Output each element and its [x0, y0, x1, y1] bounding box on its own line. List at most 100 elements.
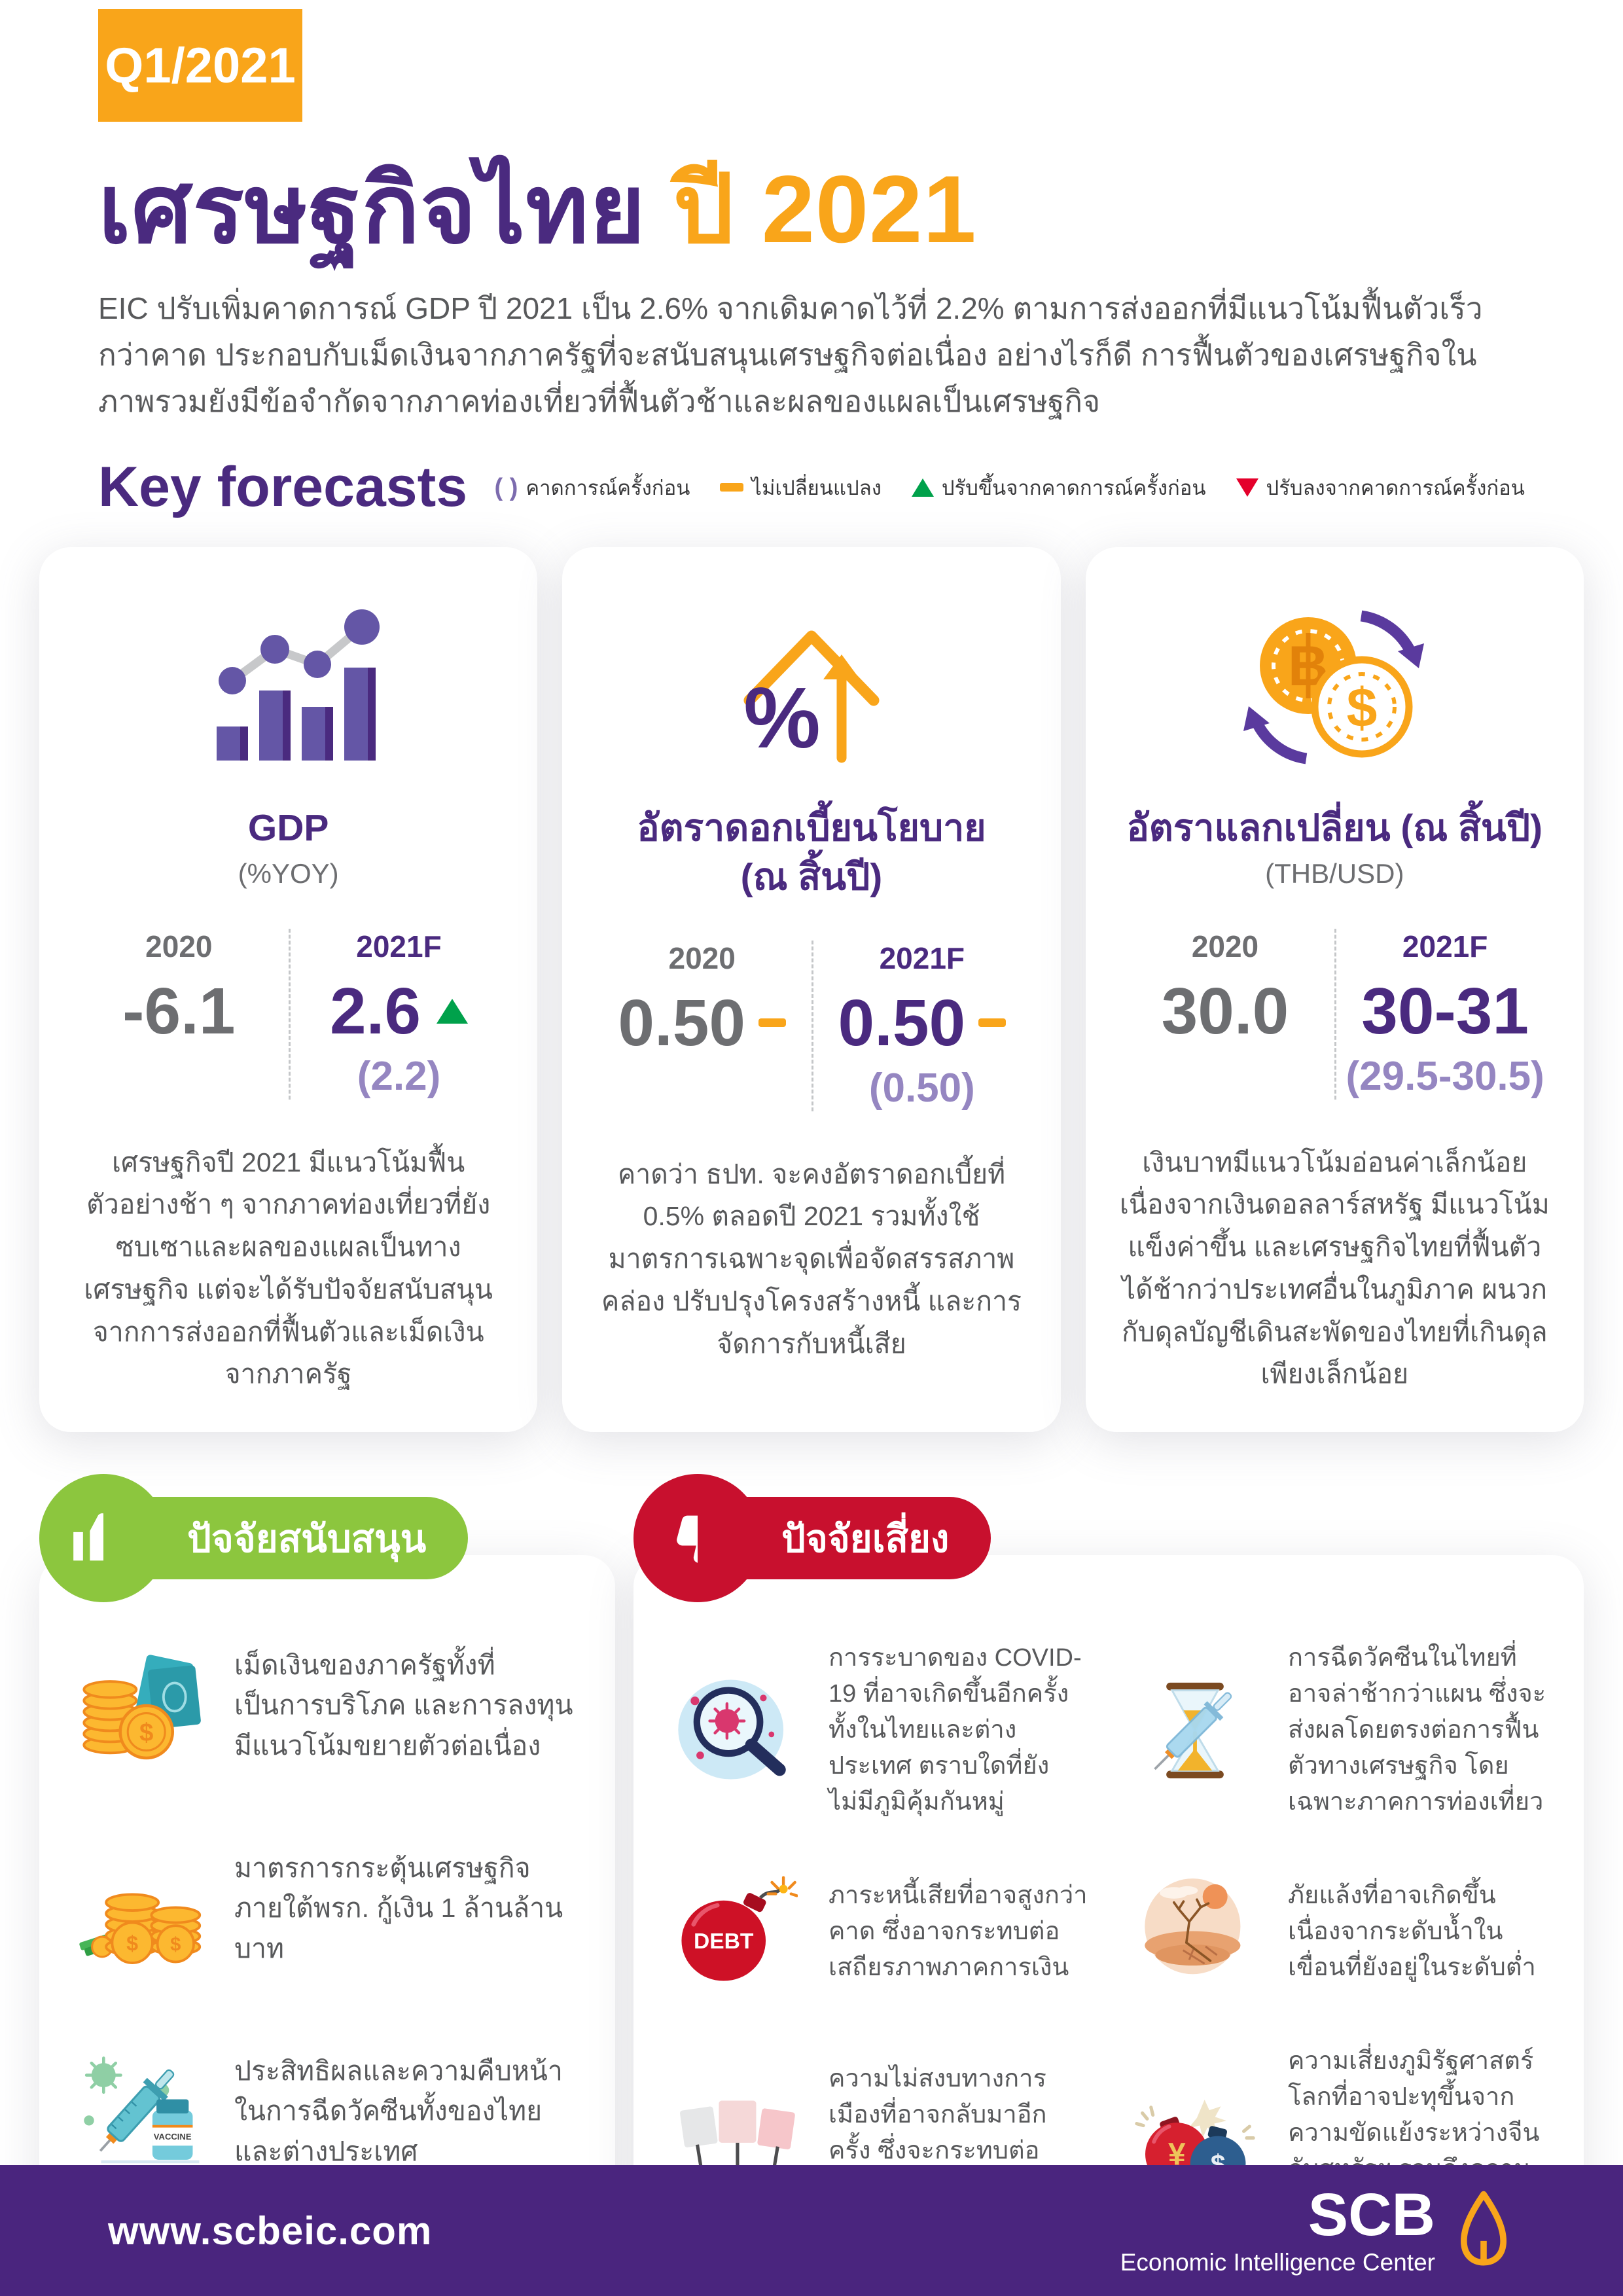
- drought-icon: [1130, 1867, 1260, 1998]
- value-2020: 2020 -6.1: [69, 929, 289, 1100]
- card-title: GDP: [247, 807, 329, 850]
- supporting-item-text: เม็ดเงินของภาครัฐทั้งที่เป็นการบริโภค แล…: [234, 1649, 573, 1761]
- legend-label: ปรับลงจากคาดการณ์ครั้งก่อน: [1266, 476, 1525, 499]
- legend-label: ไม่เปลี่ยนแปลง: [751, 476, 882, 499]
- risk-factors-title: ปัจจัยเสี่ยง: [698, 1497, 991, 1580]
- year-label: 2021F: [1402, 929, 1488, 963]
- supporting-item: $ เม็ดเงินของภาครัฐทั้งที่เป็นการบริโภค …: [76, 1640, 579, 1771]
- legend-revised-down: ปรับลงจากคาดการณ์ครั้งก่อน: [1236, 471, 1525, 504]
- supporting-item: VACCINE ประสิทธิผลและความคืบหน้าในการฉีด…: [76, 2046, 579, 2177]
- card-title: อัตราแลกเปลี่ยน (ณ สิ้นปี): [1126, 807, 1543, 850]
- svg-text:$: $: [139, 1719, 153, 1747]
- svg-text:$: $: [170, 1935, 181, 1956]
- footer-url[interactable]: www.scbeic.com: [108, 2208, 433, 2253]
- parentheses-icon: ( ): [494, 473, 518, 501]
- previous-forecast: (0.50): [868, 1065, 975, 1111]
- down-triangle-icon: [1236, 478, 1258, 497]
- legend-revised-up: ปรับขึ้นจากคาดการณ์ครั้งก่อน: [911, 471, 1206, 504]
- svg-text:DEBT: DEBT: [694, 1929, 754, 1953]
- value-2020: 2020 0.50: [592, 941, 812, 1111]
- scb-logo: SCB Economic Intelligence Center: [1120, 2185, 1515, 2276]
- risk-item-text: การฉีดวัคซีนในไทยที่อาจล่าช้ากว่าแผน ซึ่…: [1288, 1644, 1546, 1816]
- value-2021f-number: 2.6: [329, 974, 421, 1048]
- card-description: คาดว่า ธปท. จะคงอัตราดอกเบี้ยที่ 0.5% ตล…: [601, 1158, 1022, 1359]
- svg-text:%: %: [743, 670, 820, 766]
- value-2021f: 2021F 2.6 (2.2): [288, 928, 508, 1100]
- risk-item-text: ภัยแล้งที่อาจเกิดขึ้น เนื่องจากระดับน้ำใ…: [1288, 1881, 1536, 1982]
- card-subtitle: (THB/USD): [1265, 857, 1404, 889]
- card-description: เงินบาทมีแนวโน้มอ่อนค่าเล็กน้อย เนื่องจา…: [1119, 1147, 1550, 1390]
- currency-exchange-icon: B $: [1233, 589, 1436, 785]
- risk-factors-section: ปัจจัยเสี่ยง: [633, 1474, 1584, 2296]
- supporting-item-text: มาตรการกระตุ้นเศรษฐกิจภายใต้พรก. กู้เงิน…: [234, 1852, 563, 1964]
- value-2021f-number: 0.50: [838, 986, 966, 1060]
- previous-forecast: (29.5-30.5): [1346, 1053, 1544, 1099]
- quarter-badge: Q1/2021: [98, 9, 302, 122]
- scb-logo-text: SCB: [1308, 2181, 1435, 2248]
- year-label: 2021F: [356, 929, 442, 963]
- forecast-legend: ( ) คาดการณ์ครั้งก่อน ไม่เปลี่ยนแปลง ปรั…: [495, 471, 1525, 504]
- percent-up-arrow-icon: %: [713, 589, 910, 785]
- svg-text:$: $: [1347, 677, 1378, 738]
- scb-flame-icon: [1452, 2188, 1515, 2274]
- coin-stacks-icon: $ $: [76, 1843, 207, 1974]
- year-label: 2021F: [879, 941, 965, 975]
- risk-factors-badge: ปัจจัยเสี่ยง: [633, 1474, 1584, 1603]
- supporting-factors-badge: ปัจจัยสนับสนุน: [39, 1474, 615, 1603]
- value-2020: 2020 30.0: [1116, 929, 1335, 1100]
- risk-item: DEBT ภาระหนี้เสียที่อาจสูงกว่าคาด ซึ่งอา…: [670, 1867, 1088, 1998]
- supporting-factors-title: ปัจจัยสนับสนุน: [103, 1497, 469, 1580]
- legend-unchanged: ไม่เปลี่ยนแปลง: [720, 471, 882, 504]
- debt-bomb-icon: DEBT: [670, 1867, 801, 1998]
- coins-banknotes-icon: $: [76, 1640, 207, 1771]
- scb-logo-subtext: Economic Intelligence Center: [1120, 2249, 1435, 2276]
- hourglass-syringe-icon: [1130, 1665, 1260, 1796]
- card-subtitle: (%YOY): [238, 857, 339, 889]
- up-triangle-icon: [437, 998, 468, 1024]
- legend-previous-forecast: ( ) คาดการณ์ครั้งก่อน: [495, 471, 690, 504]
- risk-item: ภัยแล้งที่อาจเกิดขึ้น เนื่องจากระดับน้ำใ…: [1130, 1867, 1547, 1998]
- value-2020-number: 30.0: [1161, 974, 1289, 1048]
- up-triangle-icon: [911, 478, 934, 497]
- supporting-factors-section: ปัจจัยสนับสนุน: [39, 1474, 615, 2217]
- forecast-card-exchange-rate: B $ อัตราแลกเปลี่ยน (ณ สิ้นปี) (THB/USD)…: [1085, 547, 1584, 1433]
- risk-item: การฉีดวัคซีนในไทยที่อาจล่าช้ากว่าแผน ซึ่…: [1130, 1640, 1547, 1820]
- key-forecasts-heading: Key forecasts: [98, 456, 468, 519]
- value-2021f-number: 30-31: [1361, 974, 1529, 1048]
- value-2020-number: 0.50: [618, 986, 745, 1060]
- card-title-line2: (ณ สิ้นปี): [740, 855, 883, 898]
- forecast-card-policy-rate: % อัตราดอกเบี้ยนโยบาย (ณ สิ้นปี) 2020 0.…: [562, 547, 1061, 1433]
- gdp-bar-chart-icon: [190, 589, 387, 785]
- title-year: ปี 2021: [673, 156, 977, 262]
- card-description: เศรษฐกิจปี 2021 มีแนวโน้มฟื้นตัวอย่างช้า…: [84, 1147, 493, 1390]
- legend-label: ปรับขึ้นจากคาดการณ์ครั้งก่อน: [941, 476, 1206, 499]
- value-2021f: 2021F 0.50 (0.50): [811, 940, 1031, 1111]
- year-label: 2020: [668, 941, 736, 975]
- value-2021f: 2021F 30-31 (29.5-30.5): [1334, 928, 1554, 1100]
- dash-icon: [758, 1018, 786, 1028]
- forecast-card-gdp: GDP (%YOY) 2020 -6.1 2021F 2.6 (2.2) เศร…: [39, 547, 538, 1433]
- supporting-item-text: ประสิทธิผลและความคืบหน้าในการฉีดวัคซีนทั…: [234, 2055, 563, 2166]
- virus-magnifier-icon: [670, 1665, 801, 1796]
- intro-paragraph: EIC ปรับเพิ่มคาดการณ์ GDP ปี 2021 เป็น 2…: [98, 291, 1483, 419]
- year-label: 2020: [1191, 929, 1259, 963]
- dash-icon: [978, 1018, 1007, 1028]
- page-title: เศรษฐกิจไทย ปี 2021: [98, 156, 1525, 263]
- vaccine-syringe-icon: VACCINE: [76, 2046, 207, 2177]
- card-title: อัตราดอกเบี้ยนโยบาย: [637, 807, 986, 850]
- supporting-factors-card: $ เม็ดเงินของภาครัฐทั้งที่เป็นการบริโภค …: [39, 1555, 615, 2217]
- dash-icon: [720, 483, 744, 492]
- title-main: เศรษฐกิจไทย: [98, 156, 646, 262]
- supporting-item: $ $ มาตรการกระตุ้นเศรษฐกิจภายใต้พรก. กู้…: [76, 1843, 579, 1974]
- previous-forecast: (2.2): [357, 1053, 441, 1099]
- svg-text:VACCINE: VACCINE: [154, 2132, 192, 2142]
- risk-item-text: ภาระหนี้เสียที่อาจสูงกว่าคาด ซึ่งอาจกระท…: [829, 1881, 1088, 1982]
- svg-text:$: $: [126, 1931, 138, 1955]
- value-2020-number: -6.1: [122, 974, 236, 1048]
- legend-label: คาดการณ์ครั้งก่อน: [526, 476, 690, 499]
- year-label: 2020: [145, 929, 213, 963]
- footer-bar: www.scbeic.com SCB Economic Intelligence…: [0, 2165, 1623, 2296]
- risk-item: การระบาดของ COVID-19 ที่อาจเกิดขึ้นอีกคร…: [670, 1640, 1088, 1820]
- risk-item-text: การระบาดของ COVID-19 ที่อาจเกิดขึ้นอีกคร…: [829, 1644, 1082, 1816]
